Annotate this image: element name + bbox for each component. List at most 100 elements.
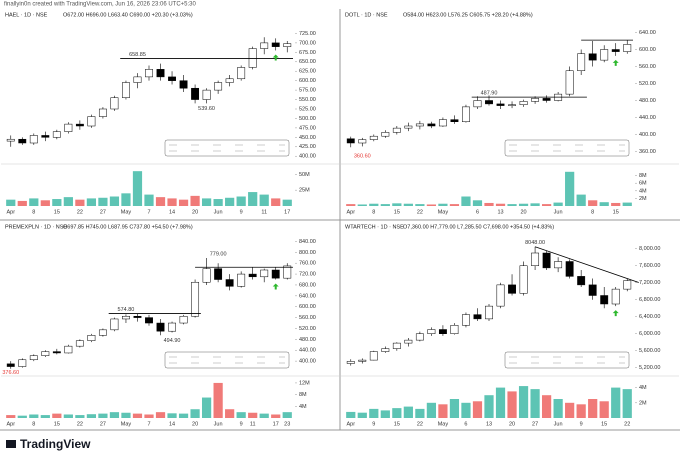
y-tick-label: 700.00 bbox=[299, 40, 316, 46]
candle-body bbox=[98, 108, 107, 117]
x-tick-label: May bbox=[438, 421, 449, 427]
candle-body bbox=[271, 42, 280, 47]
data-window bbox=[504, 139, 630, 157]
volume-bar bbox=[109, 412, 120, 418]
volume-bar bbox=[40, 415, 50, 418]
volume-tick-label: 8M bbox=[299, 392, 307, 398]
candle-body bbox=[122, 315, 130, 320]
candle-body bbox=[462, 106, 470, 122]
volume-bar bbox=[622, 202, 632, 206]
volume-bar bbox=[248, 192, 258, 206]
y-tick-label: 480.00 bbox=[299, 337, 316, 343]
ohlc-readout: O584.00 H623.00 L576.25 C605.75 +28.20 (… bbox=[403, 12, 533, 18]
y-tick-label: 600.00 bbox=[299, 304, 316, 310]
volume-bar bbox=[29, 414, 39, 418]
volume-bar bbox=[588, 399, 598, 418]
y-tick-label: 640.00 bbox=[299, 293, 316, 299]
y-tick-label: 800.00 bbox=[299, 250, 316, 256]
volume-bar bbox=[346, 204, 356, 206]
candle-body bbox=[346, 361, 355, 364]
x-tick-label: 13 bbox=[486, 421, 492, 427]
candle-body bbox=[611, 49, 620, 52]
candle-body bbox=[260, 42, 269, 49]
volume-bar bbox=[426, 204, 437, 206]
candle-body bbox=[496, 284, 505, 307]
y-tick-label: 550.00 bbox=[299, 97, 316, 103]
candle-body bbox=[519, 265, 528, 294]
volume-bar bbox=[565, 402, 575, 418]
candle-body bbox=[168, 76, 176, 81]
volume-bar bbox=[357, 412, 367, 418]
y-tick-label: 6,000.00 bbox=[639, 331, 660, 337]
candle-body bbox=[404, 339, 413, 344]
volume-bar bbox=[29, 198, 39, 206]
candle-body bbox=[600, 49, 609, 61]
volume-bar bbox=[282, 199, 292, 206]
data-window bbox=[164, 139, 290, 157]
candle-body bbox=[404, 125, 413, 129]
volume-bar bbox=[98, 197, 108, 206]
volume-tick-label: 4M bbox=[639, 385, 647, 391]
volume-bar bbox=[248, 412, 258, 418]
candle-body bbox=[577, 53, 586, 71]
volume-bar bbox=[167, 198, 177, 206]
volume-bar bbox=[17, 200, 27, 206]
volume-bar bbox=[576, 404, 586, 418]
x-tick-label: Jun bbox=[554, 209, 563, 215]
volume-bar bbox=[599, 401, 609, 418]
candle-body bbox=[600, 295, 609, 305]
volume-tick-label: 6M bbox=[639, 181, 647, 187]
candle-body bbox=[75, 123, 84, 127]
volume-bar bbox=[484, 395, 494, 418]
candle-body bbox=[565, 261, 574, 277]
x-tick-label: 20 bbox=[509, 421, 515, 427]
ohlc-readout: O672.00 H696.00 L663.40 C690.00 +20.30 (… bbox=[63, 12, 193, 18]
candle-body bbox=[168, 322, 176, 332]
volume-bar bbox=[426, 402, 437, 418]
volume-bar bbox=[40, 200, 50, 206]
volume-tick-label: 2M bbox=[639, 400, 647, 406]
candle-body bbox=[554, 261, 563, 269]
candle-body bbox=[577, 276, 586, 286]
volume-bar bbox=[565, 171, 575, 206]
volume-bar bbox=[461, 402, 471, 418]
candle-body bbox=[133, 76, 142, 83]
x-tick-label: 17 bbox=[273, 421, 279, 427]
x-tick-label: Apr bbox=[346, 421, 355, 427]
candle-body bbox=[346, 138, 355, 144]
candle-body bbox=[415, 123, 424, 127]
x-tick-label: Apr bbox=[346, 209, 355, 215]
x-tick-label: 6 bbox=[476, 209, 479, 215]
x-tick-label: Apr bbox=[6, 421, 15, 427]
volume-bar bbox=[155, 412, 166, 418]
candle-body bbox=[202, 89, 211, 100]
y-tick-label: 440.00 bbox=[299, 348, 316, 354]
candle-body bbox=[179, 315, 188, 324]
chart-title: DOTL · 1D · NSE bbox=[345, 12, 388, 18]
candle-body bbox=[191, 281, 200, 317]
price-label: 494.90 bbox=[164, 338, 181, 344]
candle-body bbox=[565, 70, 574, 95]
x-tick-label: May bbox=[121, 209, 132, 215]
candle-body bbox=[508, 284, 516, 294]
signal-arrow bbox=[272, 283, 279, 290]
candle-body bbox=[260, 269, 269, 278]
x-tick-label: 14 bbox=[169, 209, 175, 215]
footer-brand: TradingView bbox=[20, 437, 91, 451]
candle-body bbox=[191, 87, 200, 100]
candle-body bbox=[392, 127, 401, 133]
x-tick-label: 27 bbox=[532, 421, 538, 427]
volume-bar bbox=[201, 198, 212, 206]
volume-bar bbox=[346, 411, 356, 418]
x-tick-label: 8 bbox=[32, 421, 35, 427]
candle-body bbox=[438, 119, 447, 127]
x-tick-label: 15 bbox=[601, 421, 607, 427]
volume-tick-label: 50M bbox=[299, 172, 310, 178]
volume-bar bbox=[438, 404, 448, 418]
candle-body bbox=[87, 335, 96, 341]
candle-body bbox=[64, 123, 73, 132]
chart-title: PREMEXPLN · 1D · NSE bbox=[5, 224, 67, 230]
volume-bar bbox=[415, 204, 425, 206]
candle-body bbox=[145, 69, 153, 78]
